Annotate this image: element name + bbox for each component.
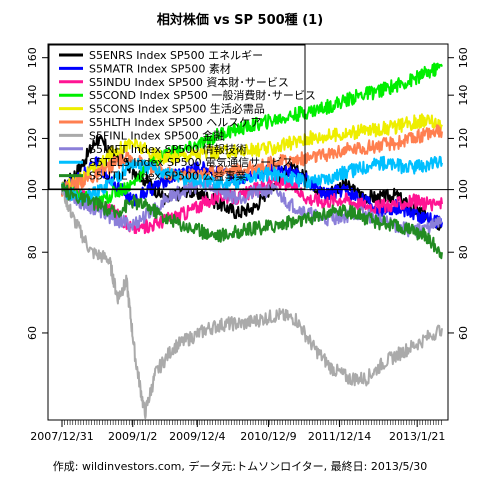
y-tick-label-left: 80 (26, 245, 39, 259)
legend-label-9: S5TELS Index SP500 電気通信サービス (89, 155, 293, 169)
legend-label-5: S5CONS Index SP500 生活必需品 (89, 102, 265, 116)
y-tick-label-right: 60 (457, 326, 470, 340)
legend-label-3: S5INDU Index SP500 資本財･サービス (89, 75, 289, 89)
chart-footer: 作成: wildinvestors.com, データ元:トムソンロイター, 最終… (53, 459, 427, 473)
legend-label-4: S5COND Index SP500 一般消費財･サービス (89, 88, 316, 102)
y-tick-label-right: 160 (457, 47, 470, 68)
x-tick-label: 2009/1/2 (108, 430, 157, 443)
x-axis: 2007/12/31 2009/1/2 2009/12/4 2010/12/9 2011… (30, 420, 445, 443)
series-line-10 (61, 182, 443, 260)
x-tick-label: 2010/12/9 (240, 430, 296, 443)
series-line-7 (61, 183, 443, 420)
legend-label-1: S5ENRS Index SP500 エネルギー (89, 49, 263, 62)
x-tick-label: 2013/1/21 (389, 430, 445, 443)
legend-label-7: S5FINL Index SP500 金融 (89, 128, 224, 142)
legend-label-10: S5UTIL Index SP500 公益事業 (89, 169, 247, 183)
y-tick-label-right: 80 (457, 245, 470, 259)
x-tick-label: 2011/12/14 (308, 430, 371, 443)
series-line-4 (61, 62, 443, 208)
series-layer (61, 62, 443, 420)
x-tick-label: 2007/12/31 (30, 430, 93, 443)
series-line-9 (61, 155, 443, 203)
y-axis-left: 60 80 100 120 140 160 (26, 47, 48, 340)
legend-label-8: S5INFT Index SP500 情報技術 (89, 143, 247, 156)
series-line-8 (61, 178, 443, 238)
y-tick-label-left: 160 (26, 47, 39, 68)
y-tick-label-right: 100 (457, 179, 470, 200)
y-tick-label-left: 120 (26, 128, 39, 149)
x-tick-label: 2009/12/4 (169, 430, 225, 443)
legend-label-6: S5HLTH Index SP500 ヘルスケア (89, 116, 261, 129)
y-tick-label-left: 60 (26, 326, 39, 340)
legend-label-2: S5MATR Index SP500 素材 (89, 61, 231, 75)
y-axis-right: 60 80 100 120 140 160 (448, 47, 470, 340)
series-line-3 (61, 174, 443, 235)
y-tick-label-left: 140 (26, 85, 39, 106)
y-tick-label-right: 140 (457, 85, 470, 106)
plot-frame (47, 43, 449, 421)
y-tick-label-right: 120 (457, 128, 470, 149)
y-tick-label-left: 100 (26, 179, 39, 200)
legend-box (48, 44, 306, 190)
chart-title: 相対株価 vs SP 500種 (1) (157, 12, 323, 28)
